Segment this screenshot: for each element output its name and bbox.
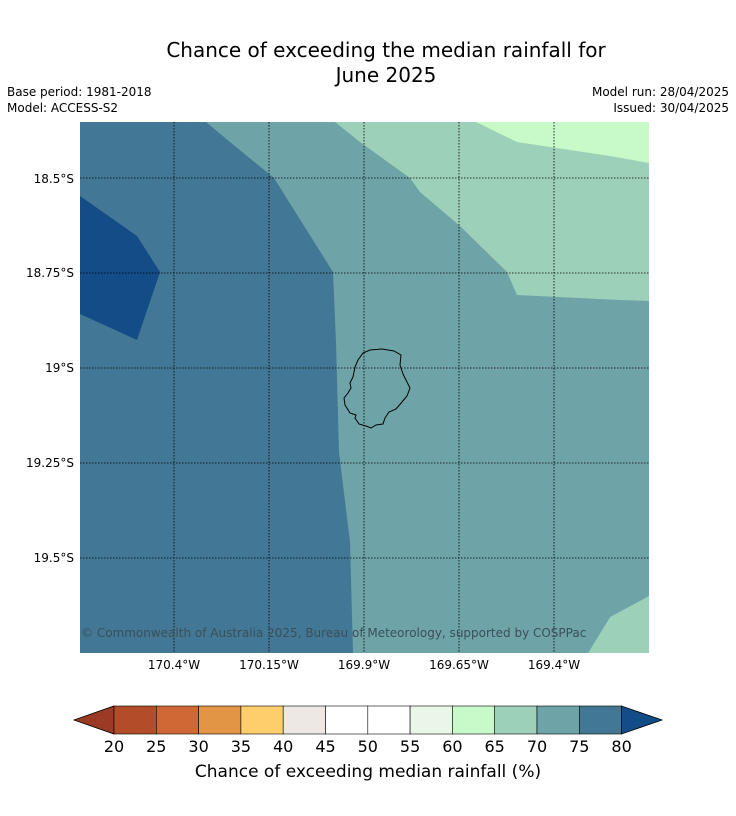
colorbar-segment <box>452 705 495 735</box>
lon-label-3: 169.9°W <box>337 658 391 672</box>
colorbar-segment <box>282 705 326 735</box>
lat-label-2: 18.75°S <box>26 266 74 280</box>
colorbar-segment <box>578 705 622 735</box>
colorbar-tick-label: 20 <box>103 737 125 756</box>
colorbar-arrow-left <box>72 705 115 735</box>
colorbar-label: Chance of exceeding median rainfall (%) <box>194 762 542 782</box>
colorbar-tick-label: 45 <box>315 737 336 756</box>
colorbar-segment <box>240 705 284 735</box>
lon-label-4: 169.65°W <box>429 658 489 672</box>
gridlines <box>80 122 649 653</box>
model-run: Model run: 28/04/2025 <box>591 85 729 99</box>
colorbar-tick-label: 55 <box>399 737 421 756</box>
colorbar-tick-label: 40 <box>273 737 294 756</box>
colorbar-tick-label: 70 <box>526 737 548 756</box>
colorbar-tick-label: 75 <box>569 737 590 756</box>
title-line-1: Chance of exceeding the median rainfall … <box>166 38 606 62</box>
colorbar-arrow-right <box>621 705 664 735</box>
map-panel[interactable] <box>80 122 649 653</box>
colorbar-segment <box>198 705 242 735</box>
region-over-80 <box>80 196 160 340</box>
colorbar-segment <box>156 705 199 735</box>
lon-label-2: 170.15°W <box>239 658 299 672</box>
lat-label-5: 19.5°S <box>33 551 74 565</box>
colorbar-segment <box>494 705 538 735</box>
lat-label-4: 19.25°S <box>26 456 74 470</box>
lat-label-1: 18.5°S <box>33 172 74 186</box>
colorbar-tick-label: 25 <box>146 737 167 756</box>
base-period: Base period: 1981-2018 <box>7 85 152 99</box>
lon-label-5: 169.4°W <box>527 658 581 672</box>
map-title: Chance of exceeding the median rainfall … <box>0 38 736 88</box>
title-line-2: June 2025 <box>335 63 437 87</box>
model-name: Model: ACCESS-S2 <box>7 101 119 115</box>
region-60-65 <box>476 122 649 163</box>
copyright-note: © Commonwealth of Australia 2025, Bureau… <box>81 626 587 640</box>
meta-right: Model run: 28/04/2025 Issued: 30/04/2025 <box>592 84 729 116</box>
colorbar <box>72 705 664 735</box>
meta-left: Base period: 1981-2018 Model: ACCESS-S2 <box>7 84 152 116</box>
colorbar-segment <box>113 705 157 735</box>
colorbar-segment <box>325 705 369 735</box>
map-svg <box>80 122 649 653</box>
colorbar-segment <box>409 705 453 735</box>
lat-label-3: 19°S <box>45 361 74 375</box>
region-65-70-corner <box>588 596 649 653</box>
colorbar-segment <box>536 705 580 735</box>
colorbar-tick-label: 30 <box>188 737 209 756</box>
colorbar-tick-label: 80 <box>611 737 632 756</box>
colorbar-tick-label: 35 <box>230 737 252 756</box>
colorbar-tick-label: 50 <box>357 737 378 756</box>
issued-date: Issued: 30/04/2025 <box>613 101 729 115</box>
island-outline <box>343 348 411 429</box>
lon-label-1: 170.4°W <box>147 658 201 672</box>
colorbar-segment <box>367 705 411 735</box>
colorbar-tick-label: 65 <box>484 737 505 756</box>
colorbar-tick-label: 60 <box>442 737 463 756</box>
region-65-70 <box>335 122 649 301</box>
